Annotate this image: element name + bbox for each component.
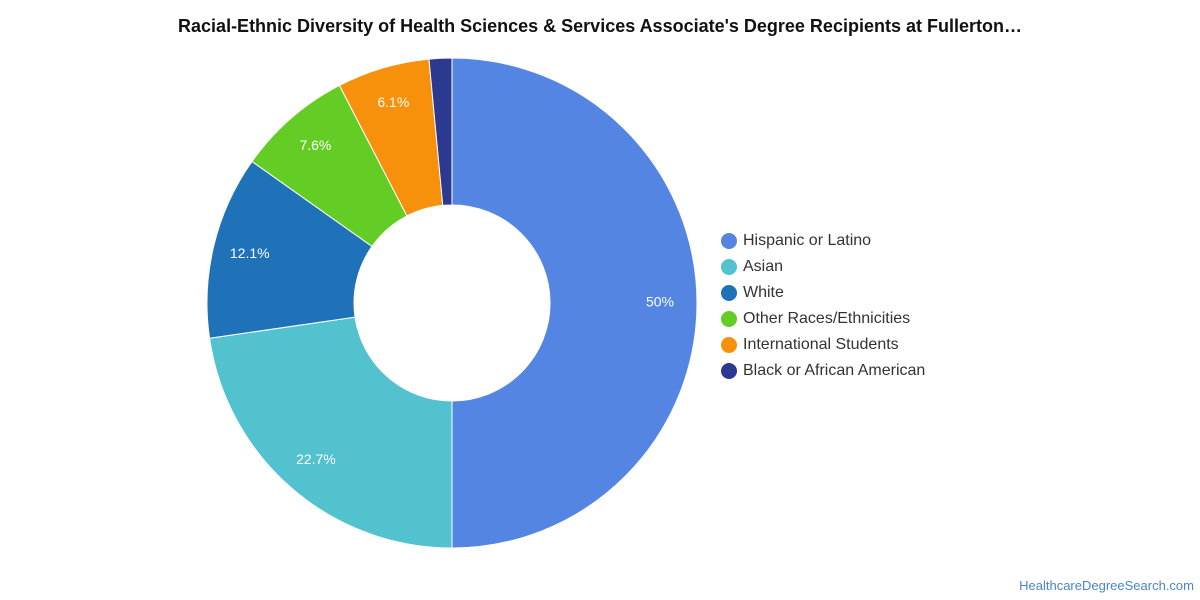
legend-label: White [743, 284, 784, 301]
slice-value-label: 7.6% [299, 137, 331, 153]
source-link[interactable]: HealthcareDegreeSearch.com [1019, 578, 1194, 593]
slice-value-label: 12.1% [230, 245, 270, 261]
legend-label: International Students [743, 336, 899, 353]
legend-swatch-icon [721, 337, 737, 353]
chart-title: Racial-Ethnic Diversity of Health Scienc… [178, 16, 1022, 36]
legend-label: Asian [743, 258, 784, 275]
legend-label: Hispanic or Latino [743, 232, 872, 249]
slice-value-label: 22.7% [296, 451, 336, 467]
legend-swatch-icon [721, 285, 737, 301]
legend-swatch-icon [721, 233, 737, 249]
legend-label: Black or African American [743, 362, 926, 379]
legend-label: Other Races/Ethnicities [743, 310, 911, 327]
legend-item[interactable]: White [721, 280, 925, 306]
legend-item[interactable]: Asian [721, 254, 925, 280]
legend-swatch-icon [721, 363, 737, 379]
slice-value-label: 50% [646, 294, 674, 310]
legend-swatch-icon [721, 311, 737, 327]
donut-slice-asian[interactable] [208, 316, 453, 549]
donut-slice-white[interactable] [206, 160, 373, 339]
slice-value-label: 6.1% [377, 94, 409, 110]
legend-item[interactable]: Other Races/Ethnicities [721, 306, 925, 332]
legend-swatch-icon [721, 259, 737, 275]
donut-slice-hispanic-or-latino[interactable] [451, 57, 698, 549]
legend-item[interactable]: International Students [721, 332, 925, 358]
chart-legend: Hispanic or Latino Asian White Other Races/… [721, 228, 925, 384]
legend-item[interactable]: Black or African American [721, 358, 925, 384]
donut-slice-black-or-african-american[interactable] [428, 57, 453, 206]
legend-item[interactable]: Hispanic or Latino [721, 228, 925, 254]
